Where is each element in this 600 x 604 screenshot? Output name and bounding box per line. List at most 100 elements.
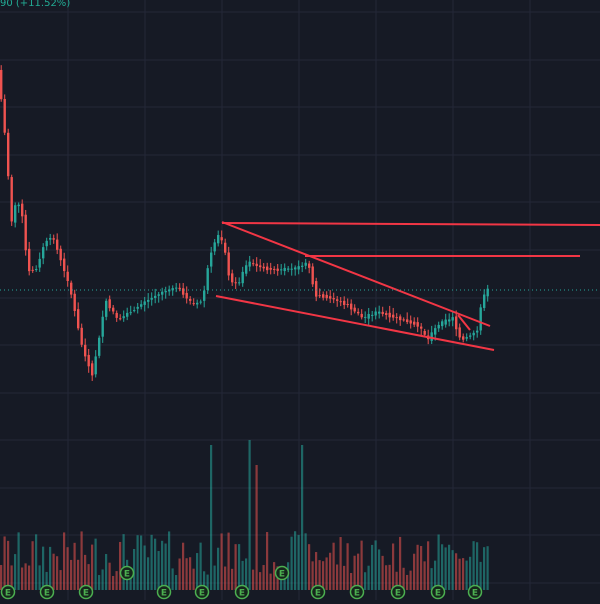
candle (448, 313, 451, 327)
candle-body (245, 265, 248, 274)
candle-body (101, 316, 104, 337)
candle-body (374, 311, 377, 316)
candle-body (108, 299, 111, 309)
candle-body (388, 312, 391, 318)
candle (395, 313, 398, 324)
candle (332, 292, 335, 304)
candle-body (430, 332, 433, 341)
candle-body (35, 269, 38, 271)
volume-bar (154, 538, 157, 590)
volume-bar (462, 558, 465, 590)
candle-body (73, 293, 76, 311)
volume-bar (437, 534, 440, 590)
candle-body (469, 335, 472, 337)
volume-bar (273, 562, 276, 590)
volume-bar (0, 565, 3, 590)
earnings-marker-circle (430, 584, 446, 600)
volume-bar (266, 532, 269, 590)
volume-bar (143, 545, 146, 590)
candle (199, 299, 202, 305)
candle-body (161, 291, 164, 295)
candle-body (332, 298, 335, 300)
candle (318, 288, 321, 299)
earnings-marker-circle (119, 565, 135, 581)
candle-body (378, 311, 381, 314)
candle (451, 310, 454, 327)
support-trendline (215, 295, 495, 351)
candle-body (87, 354, 90, 367)
candle-body (276, 268, 279, 271)
candle (7, 128, 10, 180)
volume-bar (455, 553, 458, 590)
candle (84, 338, 87, 362)
volume-bar (346, 543, 349, 590)
candle-body (360, 313, 363, 318)
candle (150, 292, 153, 306)
volume-bar (119, 541, 122, 590)
volume-bar (318, 560, 321, 590)
volume-bar (105, 554, 108, 590)
candle (140, 300, 143, 310)
candle-body (227, 252, 230, 276)
candle (101, 310, 104, 343)
volume-bar (367, 565, 370, 590)
candle (14, 202, 17, 228)
volume-bar (122, 534, 125, 590)
candle-body (140, 304, 143, 307)
earnings-marker-circle (156, 584, 172, 600)
candle-body (206, 268, 209, 291)
candle-body (248, 261, 251, 267)
candles (0, 65, 489, 381)
candle (315, 277, 318, 302)
candle-body (241, 271, 244, 284)
volume-bar (189, 557, 192, 590)
volume-bar (385, 565, 388, 590)
volume-bar (24, 563, 27, 590)
volume-bar (308, 544, 311, 590)
earnings-marker: E (78, 584, 94, 600)
candle-body (353, 307, 356, 312)
candle (413, 317, 416, 328)
candle-body (80, 327, 83, 345)
volume-bar (59, 570, 62, 590)
volume-bar (283, 575, 286, 590)
earnings-marker: E (390, 584, 406, 600)
candle (182, 283, 185, 298)
earnings-marker: E (349, 584, 365, 600)
candle (203, 285, 206, 308)
candle (10, 174, 13, 226)
candle-body (70, 282, 73, 295)
candle (231, 269, 234, 286)
candle-body (49, 237, 52, 240)
candle (294, 265, 297, 276)
candle-body (129, 312, 132, 314)
candle-body (231, 273, 234, 283)
price-change-label: 90 (+11.52%) (0, 0, 71, 9)
candle (133, 306, 136, 313)
volume-bar (17, 532, 20, 590)
candle (329, 290, 332, 303)
candle-body (297, 266, 300, 270)
volume-bar (329, 552, 332, 590)
candle (38, 252, 41, 272)
volume-bar (196, 553, 199, 590)
candle (94, 350, 97, 378)
volume-bar (245, 558, 248, 590)
volume-bar (360, 540, 363, 590)
volume-bar (388, 564, 391, 590)
candle (469, 332, 472, 340)
candle (420, 323, 423, 336)
candle (161, 287, 164, 301)
candle-body (157, 294, 160, 296)
candle-body (63, 258, 66, 272)
candle-body (98, 337, 101, 356)
candle (248, 255, 251, 272)
candle (311, 263, 314, 287)
candle (322, 291, 325, 301)
candle-body (105, 300, 108, 317)
candle (241, 266, 244, 287)
candle (154, 288, 157, 304)
